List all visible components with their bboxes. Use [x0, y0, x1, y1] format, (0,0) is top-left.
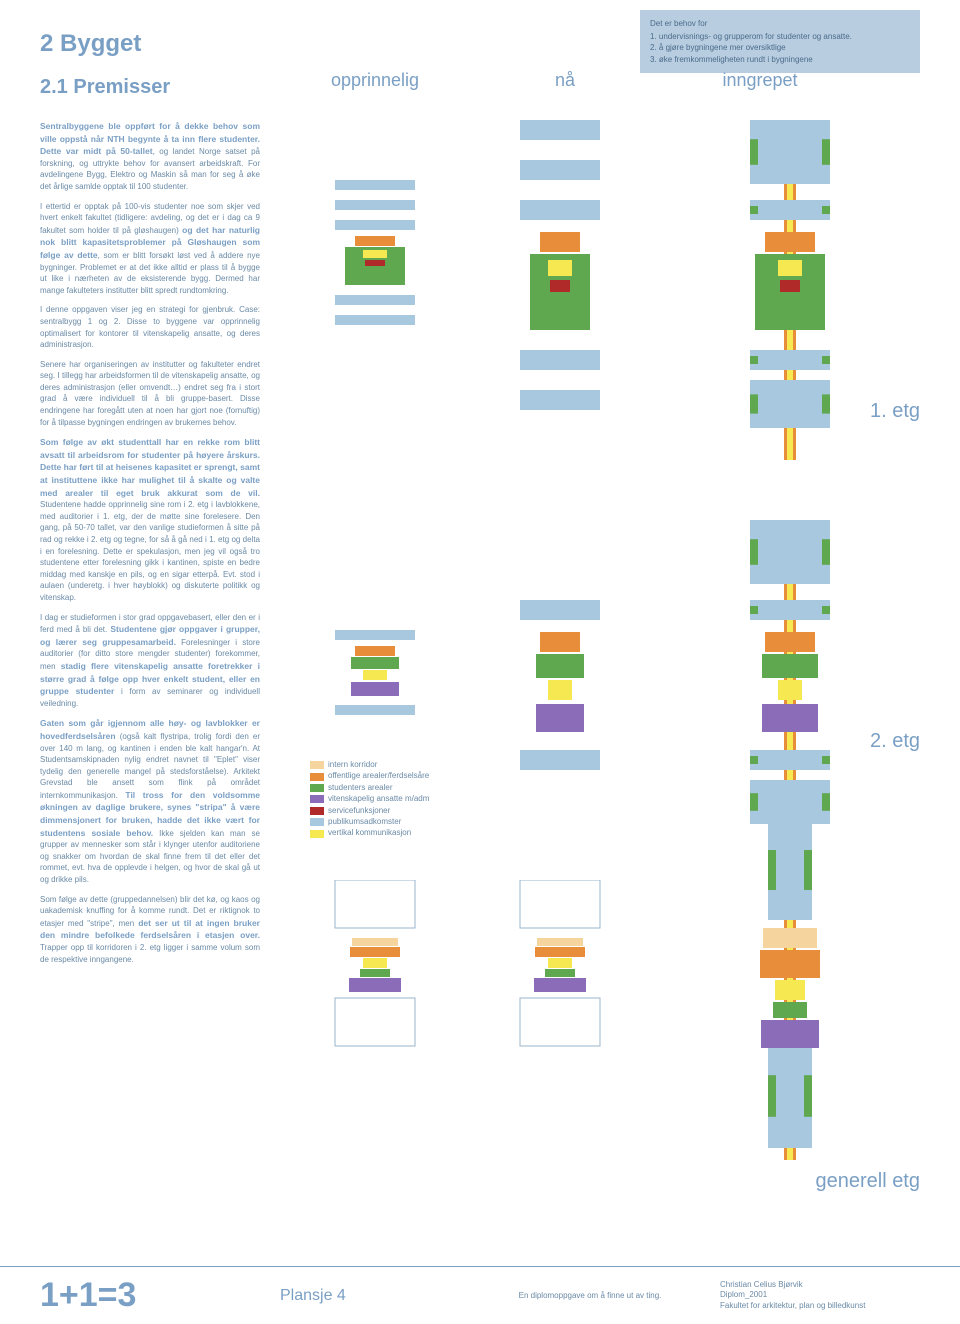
- legend-row: vitenskapelig ansatte m/adm: [310, 794, 429, 804]
- legend-swatch: [310, 795, 324, 803]
- body-text: Sentralbyggene ble oppført for å dekke b…: [40, 120, 260, 973]
- diagram-r1c2: [510, 120, 610, 460]
- needs-item-3: 3. øke fremkommeligheten rundt i bygning…: [650, 54, 910, 65]
- footer: 1+1=3 Plansje 4 En diplomoppgave om å fi…: [0, 1266, 960, 1324]
- needs-header: Det er behov for: [650, 18, 910, 29]
- diagram-r3c1: [325, 880, 425, 1050]
- diagram-r1c1: [325, 180, 425, 350]
- footer-right: Christian Celius Bjørvik Diplom_2001 Fak…: [720, 1280, 920, 1311]
- body-p8b: Trapper opp til korridoren i 2. etg ligg…: [40, 943, 260, 964]
- diagram-r2c2: [510, 520, 610, 860]
- floor-label-2: 2. etg: [870, 730, 920, 753]
- legend-label: servicefunksjoner: [328, 806, 390, 816]
- footer-faculty: Fakultet for arkitektur, plan og billedk…: [720, 1301, 920, 1311]
- col-header-1: opprinnelig: [280, 70, 470, 91]
- legend-label: intern korridor: [328, 760, 377, 770]
- legend-row: vertikal kommunikasjon: [310, 828, 429, 838]
- legend: intern korridoroffentlige arealer/ferdse…: [310, 760, 429, 840]
- legend-row: servicefunksjoner: [310, 806, 429, 816]
- footer-left: 1+1=3: [40, 1276, 280, 1315]
- legend-label: vertikal kommunikasjon: [328, 828, 411, 838]
- legend-label: vitenskapelig ansatte m/adm: [328, 794, 429, 804]
- diagram-r2c3: [740, 520, 840, 860]
- diagram-r3c3: [740, 820, 840, 1160]
- footer-year: Diplom_2001: [720, 1290, 920, 1300]
- legend-row: offentlige arealer/ferdselsåre: [310, 771, 429, 781]
- col-header-3: inngrepet: [660, 70, 920, 91]
- needs-box: Det er behov for 1. undervisnings- og gr…: [640, 10, 920, 73]
- legend-swatch: [310, 830, 324, 838]
- column-headers: opprinnelig nå inngrepet: [280, 70, 920, 91]
- footer-author: Christian Celius Bjørvik: [720, 1280, 920, 1290]
- legend-swatch: [310, 784, 324, 792]
- body-emph-5: Som følge av økt studenttall har en rekk…: [40, 437, 260, 497]
- diagram-r1c3: [740, 120, 840, 460]
- body-p5: Studentene hadde opprinnelig sine rom i …: [40, 500, 260, 602]
- needs-item-1: 1. undervisnings- og grupperom for stude…: [650, 31, 910, 42]
- legend-label: publikumsadkomster: [328, 817, 401, 827]
- legend-row: publikumsadkomster: [310, 817, 429, 827]
- legend-swatch: [310, 761, 324, 769]
- body-p4: Senere har organiseringen av institutter…: [40, 359, 260, 429]
- floor-label-1: 1. etg: [870, 400, 920, 423]
- diagrams-area: 1. etg 2. etg generell etg: [280, 120, 920, 1240]
- legend-row: studenters arealer: [310, 783, 429, 793]
- floor-label-3: generell etg: [815, 1170, 920, 1193]
- footer-subtitle: En diplomoppgave om å finne ut av ting.: [460, 1291, 720, 1300]
- legend-swatch: [310, 818, 324, 826]
- legend-swatch: [310, 807, 324, 815]
- legend-label: studenters arealer: [328, 783, 392, 793]
- body-p3: I denne oppgaven viser jeg en strategi f…: [40, 304, 260, 350]
- legend-row: intern korridor: [310, 760, 429, 770]
- footer-mid: Plansje 4: [280, 1287, 460, 1305]
- legend-swatch: [310, 773, 324, 781]
- col-header-2: nå: [470, 70, 660, 91]
- diagram-r2c1: [325, 590, 425, 760]
- needs-item-2: 2. å gjøre bygningene mer oversiktlige: [650, 42, 910, 53]
- legend-label: offentlige arealer/ferdselsåre: [328, 771, 429, 781]
- diagram-r3c2: [510, 880, 610, 1050]
